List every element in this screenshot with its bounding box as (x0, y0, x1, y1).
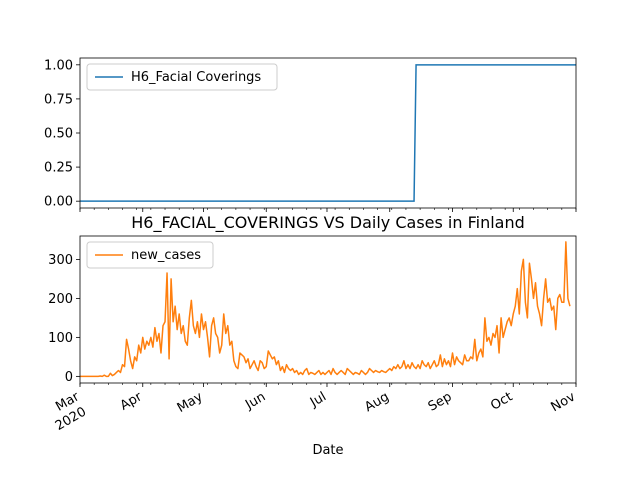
bottom-series-layer (80, 241, 571, 378)
series-new-cases (80, 241, 571, 378)
top-axes: 0.00 0.25 0.50 0.75 1.00 H6_Facial Coverings (44, 57, 577, 212)
bottom-x-tick-label: Jun (242, 389, 268, 413)
top-y-tick-label: 0.00 (44, 195, 73, 210)
top-legend-label: H6_Facial Coverings (131, 70, 261, 85)
bottom-y-ticks: 0 100 200 300 (48, 253, 80, 385)
bottom-x-tick-label: Sep (426, 389, 455, 414)
bottom-x-tick-label: Jul (307, 389, 329, 410)
bottom-x-tick-label: Apr (118, 389, 146, 414)
top-y-tick-label: 1.00 (44, 58, 73, 73)
top-y-ticks: 0.00 0.25 0.50 0.75 1.00 (44, 58, 80, 210)
top-legend: H6_Facial Coverings (86, 63, 278, 91)
bottom-y-tick-label: 300 (48, 253, 73, 268)
top-y-tick-label: 0.25 (44, 161, 73, 176)
bottom-legend-label: new_cases (131, 248, 201, 263)
series-h6-facial-coverings (80, 64, 576, 202)
bottom-x-tick-label: Nov (549, 389, 579, 415)
bottom-y-tick-label: 200 (48, 292, 73, 307)
top-x-ticks (79, 208, 577, 212)
bottom-x-tick-label: May (175, 389, 206, 416)
bottom-legend: new_cases (86, 241, 214, 269)
x-axis-label: Date (312, 443, 343, 458)
bottom-axes: H6_FACIAL_COVERINGS VS Daily Cases in Fi… (48, 213, 578, 458)
bottom-y-tick-label: 100 (48, 331, 73, 346)
top-y-tick-label: 0.75 (44, 92, 73, 107)
chart-title: H6_FACIAL_COVERINGS VS Daily Cases in Fi… (131, 213, 525, 233)
top-axes-frame (79, 57, 577, 209)
top-y-tick-label: 0.50 (44, 127, 73, 142)
top-series-layer (80, 64, 576, 202)
bottom-x-tick-label: Oct (488, 389, 515, 413)
bottom-y-tick-label: 0 (65, 370, 73, 385)
top-legend-box (86, 63, 278, 91)
bottom-legend-box (86, 241, 214, 269)
bottom-axes-frame (79, 235, 577, 384)
bottom-x-tick-label: Aug (362, 389, 391, 415)
